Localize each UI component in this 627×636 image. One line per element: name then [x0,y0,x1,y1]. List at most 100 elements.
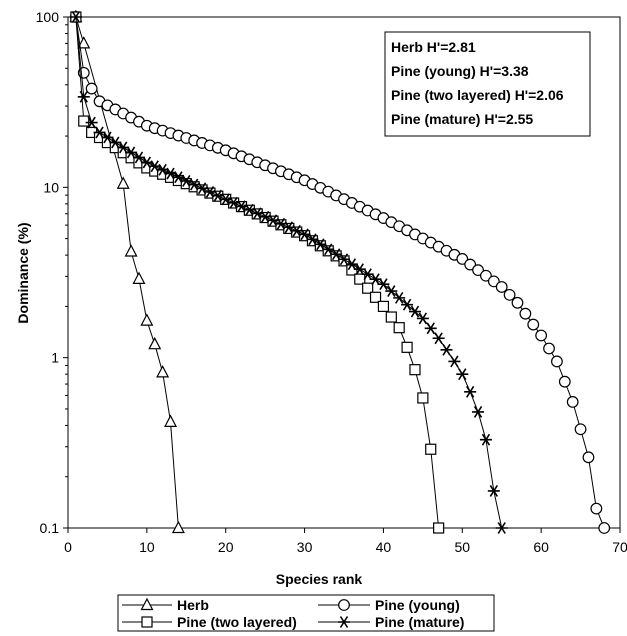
x-tick-label: 20 [218,539,234,555]
data-point-pine-mature [377,278,390,291]
legend-label: Pine (young) [375,597,460,613]
data-point-herb [164,414,178,427]
x-tick-label: 60 [533,539,549,555]
data-point-pine-young [511,296,524,309]
x-axis-title: Species rank [276,571,363,587]
data-point-pine-two-layered [433,522,445,534]
data-point-pine-two-layered [409,364,421,376]
x-tick-label: 50 [454,539,470,555]
legend-item-pine-two-layered: Pine (two layered) [122,614,297,630]
data-point-herb [132,271,146,285]
data-point-pine-mature [408,305,421,318]
data-point-pine-young [590,502,603,515]
legend-marker [140,597,154,611]
data-point-herb [140,313,154,326]
legend-marker [338,599,350,611]
x-tick-label: 30 [297,539,313,555]
data-point-pine-mature [393,291,406,304]
y-tick-label: 100 [36,9,60,25]
series-line-herb [75,16,179,529]
legend-marker [338,616,350,628]
series-line-pine-two-layered [75,16,440,529]
data-point-pine-mature [432,332,445,345]
data-point-pine-two-layered [369,291,382,303]
legend-label: Pine (two layered) [177,614,297,630]
data-point-pine-two-layered [401,341,413,353]
data-point-pine-young [456,253,469,265]
y-tick-label: 0.1 [40,520,60,536]
data-point-pine-young [543,342,555,355]
data-point-pine-two-layered [78,115,90,127]
legend-marker [141,616,153,628]
series-pine-young [69,11,611,534]
data-point-pine-mature [479,433,492,446]
data-point-pine-mature [77,90,90,103]
x-tick-label: 70 [612,539,627,555]
series-pine-mature [69,11,508,534]
data-point-pine-two-layered [362,282,374,294]
data-point-pine-young [519,307,532,320]
data-point-pine-young [487,275,500,288]
data-point-pine-mature [448,355,461,368]
data-point-pine-mature [401,298,414,311]
data-point-herb [156,365,170,378]
data-point-pine-young [582,451,595,464]
data-point-pine-young [85,82,98,95]
data-point-pine-young [527,318,540,331]
data-point-herb [116,176,130,189]
data-point-pine-young [472,264,484,277]
plot-area-border [67,16,621,529]
x-axis: 0 10 20 30 40 50 60 70 [64,528,627,555]
info-line: Herb H'=2.81 [391,39,476,55]
data-point-pine-young [574,423,587,436]
y-axis-title: Dominance (%) [15,222,31,323]
data-point-pine-two-layered [354,273,366,285]
x-tick-label: 40 [376,539,392,555]
data-point-pine-young [566,395,579,408]
diversity-info-box: Herb H'=2.81 Pine (young) H'=3.38 Pine (tw… [384,31,591,137]
data-point-herb [124,244,138,257]
data-point-pine-two-layered [417,392,429,404]
data-point-pine-young [503,288,516,301]
data-point-pine-mature [487,485,500,497]
data-point-pine-mature [456,368,469,381]
data-point-pine-mature [424,322,437,335]
data-point-pine-two-layered [385,311,397,323]
data-point-pine-mature [85,116,98,129]
data-point-pine-two-layered [425,443,437,455]
data-point-pine-young [480,269,492,282]
data-point-pine-young [558,375,571,388]
data-point-pine-mature [416,312,429,325]
legend-border [117,594,495,632]
y-axis: 0.1 1 10 100 [36,9,68,536]
data-point-pine-young [464,258,477,271]
y-tick-label: 10 [43,179,59,195]
data-point-herb [148,336,162,350]
data-point-pine-young [598,522,611,534]
data-point-herb [171,520,185,534]
data-point-pine-young [495,281,508,293]
legend: Herb Pine (young) Pine (two layered) Pine (… [117,594,495,632]
data-point-pine-mature [385,285,398,297]
legend-item-herb: Herb [122,597,209,613]
legend-item-pine-mature: Pine (mature) [318,614,464,630]
info-line: Pine (mature) H'=2.55 [391,111,533,127]
data-point-pine-young [551,355,563,368]
plot-frame [67,16,621,529]
info-box-border [384,31,591,137]
data-point-herb [77,36,91,49]
y-tick-label: 1 [51,350,59,366]
info-line: Pine (two layered) H'=2.06 [391,87,564,103]
data-point-pine-mature [464,385,477,398]
x-tick-label: 0 [64,539,72,555]
data-point-pine-two-layered [377,300,390,312]
series-lines [69,9,611,534]
data-point-pine-young [535,329,548,342]
data-point-pine-two-layered [393,322,405,334]
data-point-pine-mature [495,522,508,534]
data-point-pine-mature [440,343,453,356]
data-point-pine-mature [472,406,485,418]
legend-label: Herb [177,597,209,613]
legend-label: Pine (mature) [375,614,464,630]
